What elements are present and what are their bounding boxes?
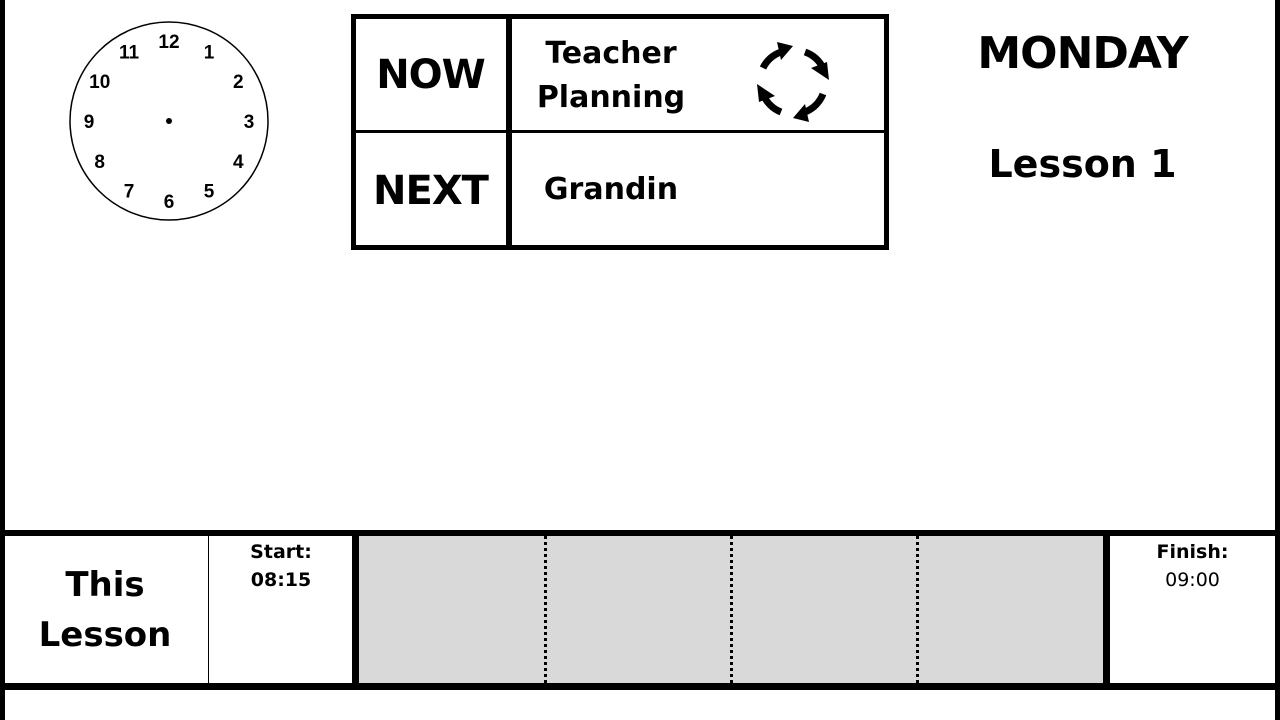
clock-numeral: 9 (84, 112, 95, 133)
lesson-bar-bottom-border (0, 683, 1280, 690)
lesson-bar-top-border (0, 530, 1280, 536)
start-label: Start: (250, 541, 312, 563)
start-time: 08:15 (250, 569, 312, 591)
finish-label: Finish: (1156, 541, 1229, 563)
clock-numeral: 7 (124, 181, 135, 202)
now-next-divider-horizontal (351, 130, 889, 133)
lesson-number: Lesson 1 (988, 142, 1177, 186)
now-next-board: NOW Teacher Planning NEXT Grandin (351, 14, 889, 250)
clock-numeral: 6 (164, 192, 175, 213)
now-activity: Teacher Planning (536, 36, 686, 115)
next-label: NEXT (373, 168, 489, 214)
clock-numeral: 3 (244, 112, 255, 133)
clock-center-dot (166, 118, 172, 124)
clock-numeral: 10 (89, 72, 110, 93)
lesson-bar-divider (208, 536, 209, 683)
clock-numeral: 8 (94, 152, 105, 173)
timeline-segment-divider (543, 536, 547, 683)
this-lesson-label: This Lesson (38, 565, 172, 655)
clock-numeral: 12 (158, 32, 179, 53)
timeline-segment-divider (729, 536, 733, 683)
clock-numeral: 4 (233, 152, 244, 173)
lesson-timeline (352, 536, 1110, 683)
finish-time: 09:00 (1165, 569, 1220, 591)
clock-numeral: 2 (233, 72, 244, 93)
clock-numeral: 11 (119, 43, 140, 64)
timeline-segment-divider (915, 536, 919, 683)
now-label: NOW (376, 52, 486, 98)
page-border-right (1275, 0, 1280, 720)
clock-numeral: 1 (204, 43, 215, 64)
day-title: MONDAY (977, 28, 1188, 79)
cycle-arrows-icon (757, 42, 829, 122)
page-border-left (0, 0, 5, 720)
clock-numeral: 5 (204, 181, 215, 202)
next-activity: Grandin (543, 172, 679, 207)
